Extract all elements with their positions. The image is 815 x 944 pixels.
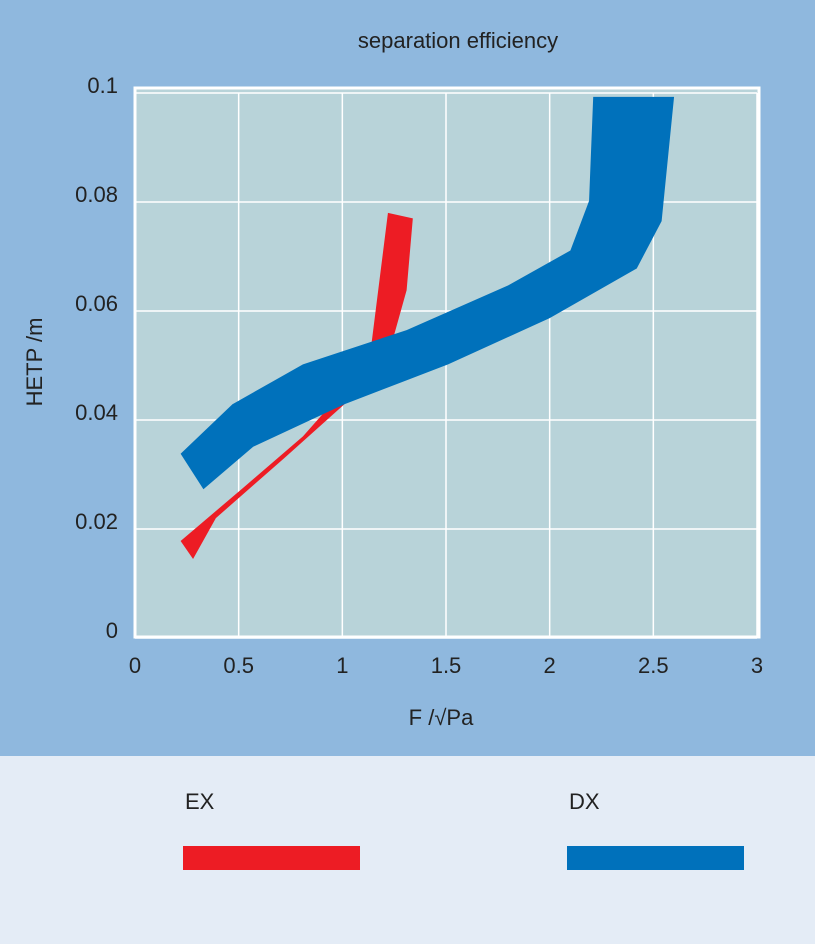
legend-label: EX <box>185 789 215 814</box>
x-axis-label: F /√Pa <box>409 705 474 730</box>
y-tick-label: 0 <box>106 618 118 643</box>
y-tick-label: 0.08 <box>75 182 118 207</box>
y-tick-label: 0.02 <box>75 509 118 534</box>
legend-swatch <box>567 846 744 870</box>
x-tick-label: 2.5 <box>638 653 669 678</box>
legend-swatch <box>183 846 360 870</box>
x-tick-label: 0 <box>129 653 141 678</box>
x-tick-label: 1.5 <box>431 653 462 678</box>
legend-label: DX <box>569 789 600 814</box>
y-tick-label: 0.06 <box>75 291 118 316</box>
x-tick-label: 3 <box>751 653 763 678</box>
y-tick-label: 0.1 <box>87 73 118 98</box>
band <box>180 212 413 559</box>
chart-title: separation efficiency <box>358 28 558 53</box>
x-tick-label: 1 <box>336 653 348 678</box>
x-tick-label: 0.5 <box>223 653 254 678</box>
x-tick-label: 2 <box>544 653 556 678</box>
y-axis-label: HETP /m <box>22 318 47 407</box>
band <box>180 96 675 490</box>
y-tick-label: 0.04 <box>75 400 118 425</box>
